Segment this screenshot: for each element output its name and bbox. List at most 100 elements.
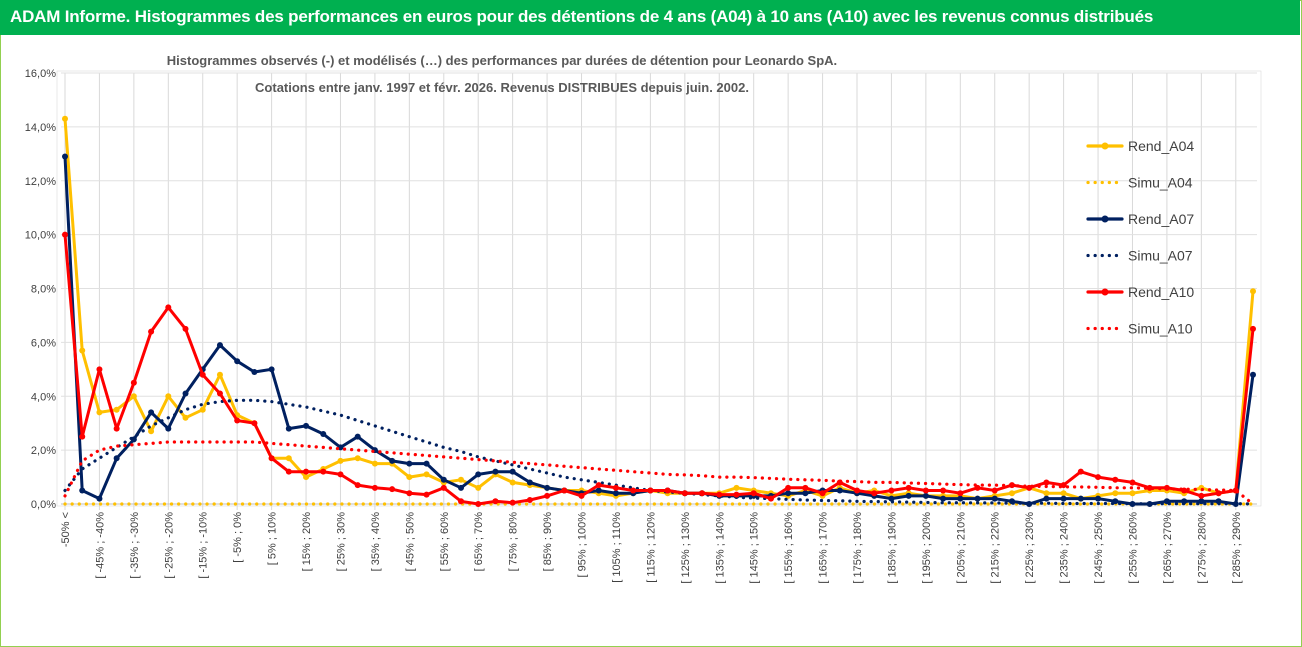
data-point	[922, 492, 929, 499]
data-point	[1250, 288, 1256, 295]
x-tick-label: [ 255% ; 260%	[1127, 512, 1139, 584]
data-point	[320, 430, 327, 437]
data-point	[165, 425, 172, 432]
data-point	[216, 342, 223, 349]
x-tick-label: [ 15% ; 20%	[301, 512, 313, 572]
x-tick-label: [ 215% ; 220%	[990, 512, 1002, 584]
data-point	[79, 433, 86, 440]
data-point	[1077, 495, 1084, 502]
data-point	[509, 499, 516, 506]
x-tick-label: -50% <	[60, 512, 72, 547]
data-point	[595, 487, 602, 494]
data-point	[475, 471, 482, 478]
data-point	[285, 455, 292, 462]
legend-marker	[1101, 215, 1109, 223]
data-point	[458, 484, 464, 491]
data-point	[458, 498, 464, 505]
data-point	[905, 484, 912, 491]
x-tick-label: [ 135% ; 140%	[714, 512, 726, 584]
data-point	[199, 406, 206, 413]
data-point	[268, 366, 275, 373]
data-point	[285, 425, 292, 432]
data-point	[337, 471, 344, 478]
x-tick-label: [ 265% ; 270%	[1162, 512, 1174, 584]
data-point	[647, 487, 654, 494]
data-point	[544, 484, 551, 491]
data-point	[854, 487, 860, 494]
data-point	[802, 490, 809, 497]
data-point	[1112, 490, 1119, 497]
data-point	[785, 490, 792, 497]
x-tick-label: [ -25% ; -20%	[163, 512, 175, 579]
data-point	[836, 487, 843, 494]
data-point	[406, 460, 413, 467]
x-tick-label: [ 275% ; 280%	[1196, 512, 1208, 584]
data-point	[389, 486, 396, 493]
header-bar: ADAM Informe. Histogrammes des performan…	[0, 0, 1300, 35]
data-point	[182, 390, 189, 397]
x-tick-label: [ 195% ; 200%	[921, 512, 933, 584]
data-point	[509, 479, 516, 486]
data-point	[1198, 492, 1205, 499]
data-point	[165, 304, 172, 311]
series-line-rend_a04	[63, 117, 1255, 501]
data-point	[785, 484, 792, 491]
data-point	[354, 455, 361, 462]
x-tick-label: [ 95% ; 100%	[577, 512, 589, 578]
x-tick-label: [ 25% ; 30%	[335, 512, 347, 572]
data-point	[440, 484, 447, 491]
data-point	[595, 482, 602, 489]
x-tick-label: [ 175% ; 180%	[852, 512, 864, 584]
data-point	[922, 487, 929, 494]
data-point	[974, 495, 981, 502]
y-tick-label: 8,0%	[31, 284, 56, 296]
data-point	[526, 496, 533, 503]
data-point	[612, 490, 619, 497]
x-tick-label: [ 235% ; 240%	[1059, 512, 1071, 584]
data-point	[475, 501, 482, 507]
data-point	[182, 414, 189, 421]
x-tick-label: [ 85% ; 90%	[542, 512, 554, 572]
x-tick-label: [ 45% ; 50%	[404, 512, 416, 572]
data-point	[526, 479, 533, 486]
data-point	[733, 491, 740, 498]
x-tick-label: [ 35% ; 40%	[370, 512, 382, 572]
data-point	[1095, 495, 1102, 502]
data-point	[148, 409, 155, 416]
data-point	[303, 422, 310, 429]
page-title: ADAM Informe. Histogrammes des performan…	[10, 7, 1154, 26]
data-point	[251, 369, 258, 376]
data-point	[113, 455, 120, 462]
y-tick-label: 0,0%	[31, 499, 56, 511]
data-point	[130, 393, 137, 400]
data-point	[612, 484, 619, 491]
y-tick-label: 6,0%	[31, 337, 56, 349]
x-tick-label: [ -35% ; -30%	[129, 512, 141, 579]
data-point	[578, 492, 585, 499]
data-point	[234, 358, 241, 365]
data-point	[1060, 482, 1067, 489]
data-point	[871, 490, 878, 497]
data-point	[492, 468, 499, 475]
x-tick-label: [ -5% ; 0%	[232, 512, 244, 563]
data-point	[1129, 490, 1136, 497]
data-point	[1250, 325, 1256, 332]
data-point	[957, 490, 964, 497]
legend-label: Rend_A10	[1128, 284, 1194, 300]
data-point	[630, 487, 637, 494]
data-point	[802, 484, 809, 491]
data-point	[285, 468, 292, 475]
legend-label: Simu_A07	[1128, 248, 1193, 264]
x-tick-label: [ 145% ; 150%	[749, 512, 761, 584]
x-tick-label: [ -15% ; -10%	[198, 512, 210, 579]
x-tick-label: [ 65% ; 70%	[473, 512, 485, 572]
data-point	[96, 409, 103, 416]
x-tick-label: [ 125% ; 130%	[680, 512, 692, 584]
data-point	[1215, 490, 1222, 497]
chart: 0,0% 2,0% 4,0% 6,0% 8,0% 10,0% 12,0% 14,0% 16,0%…	[25, 53, 1262, 584]
x-tick-label: [ 285% ; 290%	[1231, 512, 1243, 584]
data-point	[423, 491, 430, 498]
x-tick-label: [ 185% ; 190%	[886, 512, 898, 584]
data-point	[750, 490, 757, 497]
data-point	[182, 325, 189, 332]
